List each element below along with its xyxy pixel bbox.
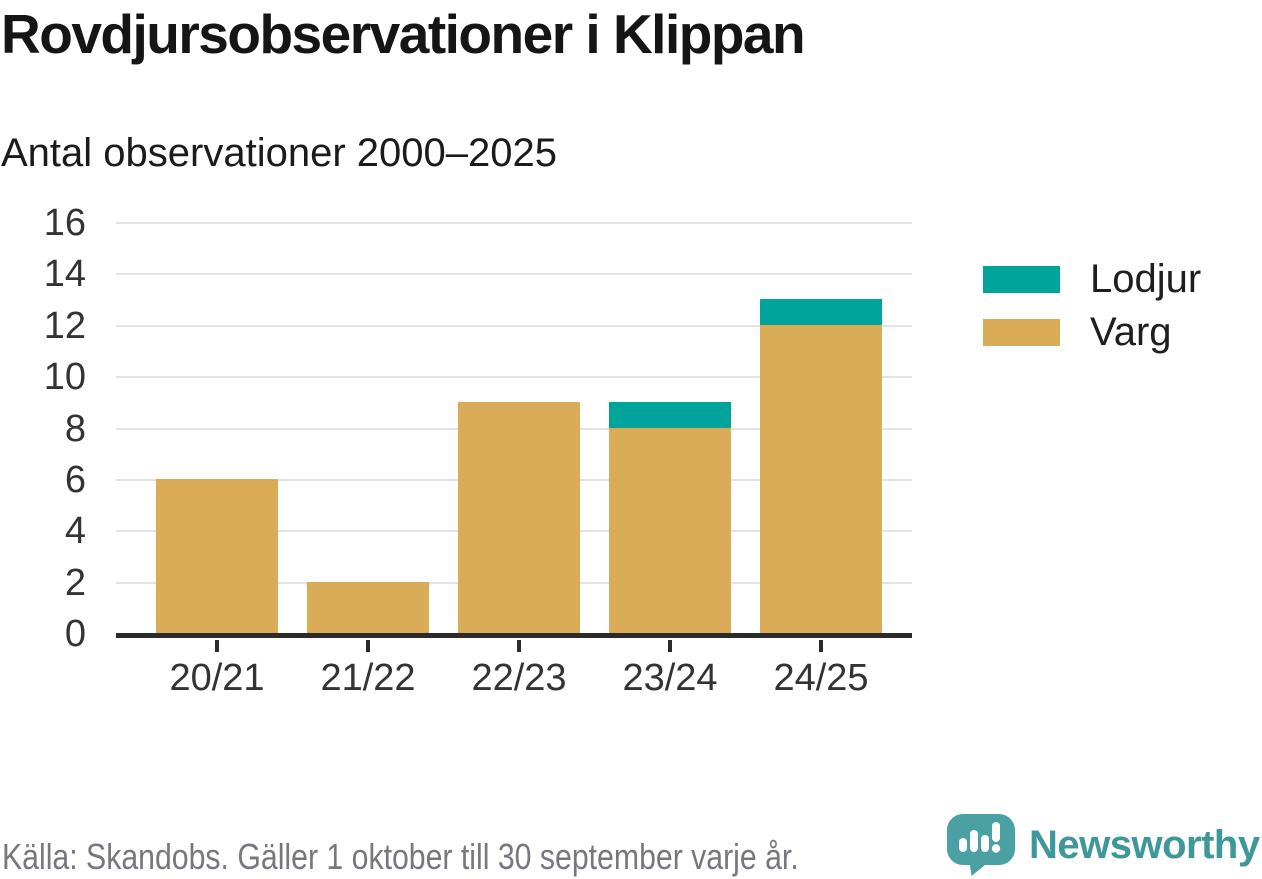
gridline-y10 <box>116 376 912 379</box>
legend-swatch-varg <box>983 318 1060 346</box>
plot-area <box>116 222 912 652</box>
gridline-y16 <box>116 222 912 224</box>
bar-segment-24-25-varg <box>760 324 882 633</box>
bar-segment-20-21-varg <box>156 478 278 633</box>
bar-segment-23-24-varg <box>609 427 731 633</box>
y-tick-label-6: 6 <box>64 458 86 501</box>
gridline-y14 <box>116 273 912 276</box>
legend-swatch-lodjur <box>983 265 1060 293</box>
y-tick-label-14: 14 <box>43 253 86 296</box>
y-tick-label-16: 16 <box>43 202 86 244</box>
source-note: Källa: Skandobs. Gäller 1 oktober till 3… <box>2 836 799 877</box>
x-tick-20-21 <box>215 640 219 652</box>
y-tick-label-12: 12 <box>43 304 86 347</box>
y-tick-label-2: 2 <box>64 561 86 604</box>
newsworthy-logo: Newsworthy <box>946 813 1260 877</box>
newsworthy-speech-bubble-icon <box>947 814 1015 876</box>
x-tick-24-25 <box>819 640 823 652</box>
x-tick-22-23 <box>517 640 521 652</box>
newsworthy-wordmark: Newsworthy <box>1029 822 1260 867</box>
x-tick-label-24-25: 24/25 <box>773 657 869 699</box>
x-tick-label-23-24: 23/24 <box>622 657 718 699</box>
y-tick-label-8: 8 <box>64 407 86 450</box>
legend-label-varg: Varg <box>1090 309 1172 354</box>
chart-subtitle: Antal observationer 2000–2025 <box>1 131 557 175</box>
y-axis-tick-labels: 0 2 4 6 8 10 12 14 16 <box>0 204 86 653</box>
legend-label-lodjur: Lodjur <box>1090 256 1202 301</box>
y-tick-label-10: 10 <box>43 356 86 399</box>
legend: Lodjur Varg <box>983 256 1202 365</box>
x-axis-line <box>116 633 912 638</box>
x-tick-label-20-21: 20/21 <box>169 657 265 699</box>
bar-segment-22-23-varg <box>458 401 580 633</box>
bar-segment-23-24-lodjur <box>609 401 731 428</box>
legend-item-lodjur: Lodjur <box>983 256 1202 301</box>
y-tick-label-0: 0 <box>64 613 86 655</box>
chart-title: Rovdjursobservationer i Klippan <box>1 3 806 65</box>
x-tick-label-21-22: 21/22 <box>320 657 416 699</box>
x-tick-23-24 <box>668 640 672 652</box>
x-tick-label-22-23: 22/23 <box>471 657 567 699</box>
y-tick-label-4: 4 <box>64 510 86 553</box>
x-tick-21-22 <box>366 640 370 652</box>
gridline-y12 <box>116 324 912 327</box>
legend-item-varg: Varg <box>983 309 1201 354</box>
x-axis-tick-labels: 20/21 21/22 22/23 23/24 24/25 <box>116 658 912 704</box>
bar-segment-24-25-lodjur <box>760 299 882 325</box>
bar-segment-21-22-varg <box>307 581 429 633</box>
